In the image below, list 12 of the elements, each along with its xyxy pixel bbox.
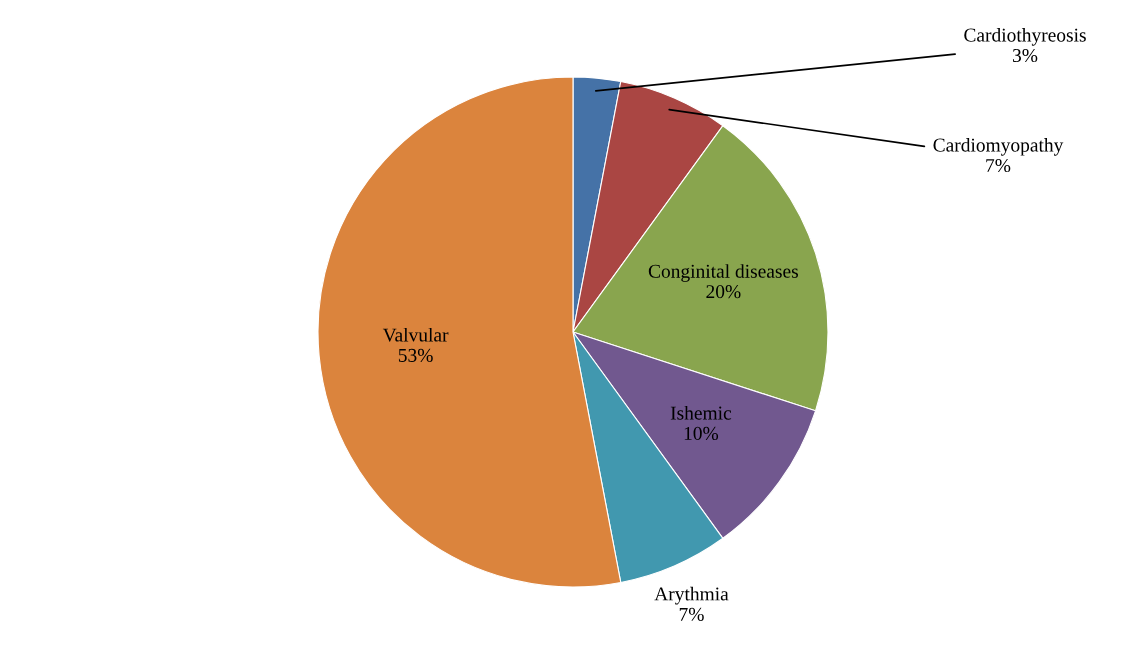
- slice-label: Conginital diseases: [648, 264, 798, 282]
- data-label: 7%: [986, 158, 1011, 173]
- slice-label: Ishemic: [670, 405, 732, 420]
- slice-label: Cardiomyopathy: [933, 137, 1064, 156]
- data-label: 7%: [679, 607, 704, 621]
- slice-label: Cardiothyreosis: [964, 27, 1086, 46]
- data-label: 10%: [684, 426, 719, 441]
- data-label: 20%: [706, 285, 741, 299]
- slice-label: Arythmia: [654, 586, 729, 605]
- slice-label: Valvular: [382, 327, 449, 342]
- data-label: 53%: [398, 348, 433, 362]
- data-label: 3%: [1012, 48, 1038, 63]
